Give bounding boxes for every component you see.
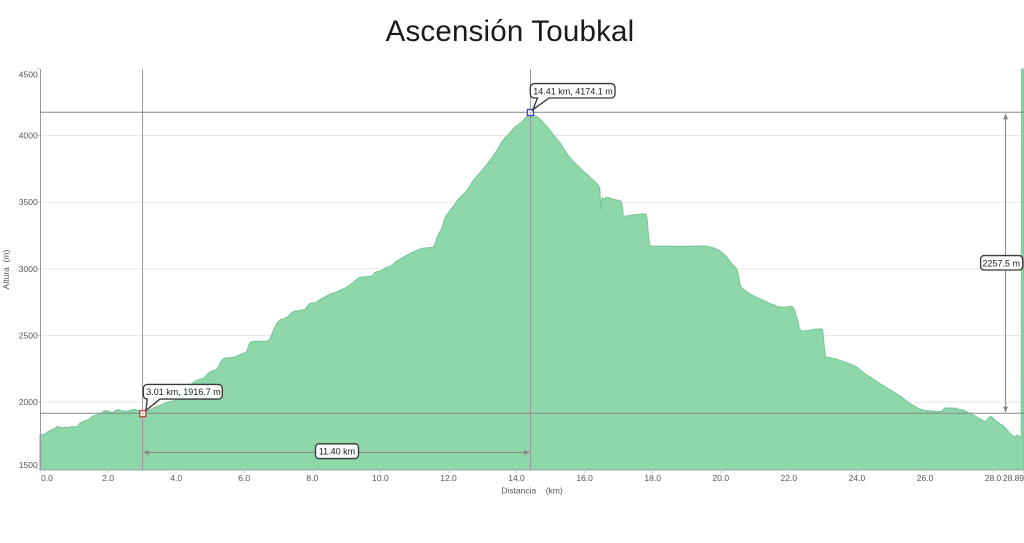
svg-text:Ascensión Toubkal: Ascensión Toubkal (386, 15, 635, 48)
svg-text:14.0: 14.0 (508, 473, 525, 483)
svg-text:6.0: 6.0 (238, 473, 250, 483)
svg-text:0.0: 0.0 (41, 473, 53, 483)
svg-text:24.0: 24.0 (849, 473, 866, 483)
svg-text:3500: 3500 (19, 197, 38, 207)
svg-text:28.0: 28.0 (985, 473, 1002, 483)
svg-text:3000: 3000 (19, 264, 38, 274)
svg-text:22.0: 22.0 (781, 473, 798, 483)
svg-text:28.89: 28.89 (1003, 473, 1024, 483)
svg-text:2500: 2500 (19, 330, 38, 340)
svg-text:18.0: 18.0 (644, 473, 661, 483)
svg-text:16.0: 16.0 (576, 473, 593, 483)
svg-text:8.0: 8.0 (306, 473, 318, 483)
svg-text:12.0: 12.0 (440, 473, 457, 483)
svg-text:4.0: 4.0 (170, 473, 182, 483)
svg-text:4500: 4500 (19, 70, 38, 80)
svg-text:Distancia (km): Distancia (km) (501, 486, 563, 496)
svg-text:26.0: 26.0 (917, 473, 934, 483)
svg-text:14.41 km, 4174.1 m: 14.41 km, 4174.1 m (533, 87, 613, 97)
svg-text:10.0: 10.0 (372, 473, 389, 483)
svg-text:20.0: 20.0 (713, 473, 730, 483)
svg-text:Altura (m): Altura (m) (1, 249, 11, 289)
svg-text:2000: 2000 (19, 397, 38, 407)
svg-text:11.40 km: 11.40 km (319, 446, 355, 456)
svg-text:2257.5 m: 2257.5 m (982, 258, 1020, 268)
svg-text:4000: 4000 (19, 130, 38, 140)
svg-text:3.01 km, 1916.7 m: 3.01 km, 1916.7 m (146, 387, 221, 397)
svg-text:1500: 1500 (19, 460, 38, 470)
svg-text:2.0: 2.0 (102, 473, 114, 483)
